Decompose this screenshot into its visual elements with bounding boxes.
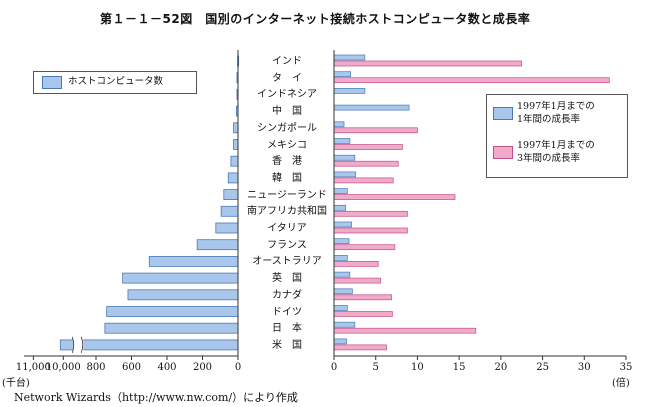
growth-1year-bar	[333, 104, 410, 111]
growth-3year-bar	[333, 311, 393, 317]
right-tick-label: 30	[578, 362, 591, 373]
source-note: Network Wizards（http://www.nw.com/）により作成	[14, 391, 298, 404]
growth-3year-bar	[333, 160, 399, 167]
legend-label-3year: 1997年1月までの 3年間の成長率	[517, 140, 595, 164]
host-count-bar	[106, 306, 239, 317]
category-label: メキシコ	[267, 139, 307, 151]
left-tick-label: 11,000	[16, 362, 51, 373]
growth-3year-bar	[333, 227, 408, 234]
left-tick-label: 200	[193, 362, 212, 373]
category-label: 香 港	[272, 156, 302, 168]
growth-3year-bar	[333, 144, 403, 150]
legend-swatch-1year	[493, 107, 513, 120]
category-label: インドネシア	[257, 89, 317, 101]
category-label: 日 本	[272, 323, 302, 335]
growth-3year-bar	[333, 60, 523, 67]
legend-swatch-3year	[493, 146, 513, 159]
category-label: オーストラリア	[252, 256, 322, 268]
axis-break-gap	[73, 336, 84, 354]
left-tick-label: 800	[86, 362, 105, 373]
host-count-bar	[59, 339, 239, 351]
axis-break-marker	[71, 336, 84, 354]
category-label: フランス	[267, 239, 307, 251]
category-label: 中 国	[272, 106, 302, 118]
left-tick-label: 400	[157, 362, 176, 373]
category-label: タ イ	[272, 72, 302, 84]
right-tick-label: 35	[620, 362, 633, 373]
category-label: 英 国	[272, 273, 302, 285]
host-count-bar	[122, 272, 239, 284]
category-label: イタリア	[267, 223, 307, 234]
category-label: ニュージーランド	[247, 189, 327, 201]
category-label: 南アフリカ共和国	[247, 206, 327, 218]
category-label: 韓 国	[272, 172, 302, 184]
category-label: ドイツ	[272, 306, 302, 318]
category-label: 米 国	[272, 339, 302, 351]
right-tick-label: 25	[536, 362, 549, 373]
category-label: インド	[272, 56, 302, 67]
legend-swatch-hosts	[42, 76, 62, 89]
host-count-bar	[127, 289, 239, 301]
legend-label-hosts: ホストコンピュータ数	[68, 76, 164, 87]
growth-3year-bar	[333, 77, 610, 84]
growth-3year-bar	[333, 294, 392, 301]
right-axis-unit: (倍)	[612, 378, 630, 389]
left-tick-label: 600	[122, 362, 141, 373]
growth-3year-bar	[333, 194, 456, 200]
left-tick-label: 0	[235, 362, 241, 373]
right-tick-label: 10	[411, 362, 424, 373]
growth-3year-bar	[333, 210, 408, 217]
growth-3year-bar	[333, 127, 418, 134]
host-count-bar	[148, 255, 239, 267]
legend-left: ホストコンピュータ数	[33, 71, 197, 94]
right-tick-label: 0	[331, 362, 337, 373]
legend-label-1year: 1997年1月までの 1年間の成長率	[517, 101, 595, 125]
right-tick-label: 15	[453, 362, 466, 373]
host-count-bar	[104, 322, 239, 334]
growth-3year-bar	[333, 244, 396, 251]
right-tick-label: 5	[373, 362, 379, 373]
figure-title: 第１－１－52図 国別のインターネット接続ホストコンピュータ数と成長率	[100, 12, 531, 26]
category-label: カナダ	[272, 289, 302, 301]
growth-3year-bar	[333, 177, 394, 184]
right-tick-label: 20	[494, 362, 507, 373]
legend-right: 1997年1月までの 1年間の成長率 1997年1月までの 3年間の成長率	[486, 94, 628, 178]
left-axis-unit: (千台)	[2, 378, 30, 389]
growth-3year-bar	[333, 327, 477, 334]
category-label: シンガポール	[257, 122, 317, 134]
left-tick-label: 10,000	[46, 362, 81, 373]
